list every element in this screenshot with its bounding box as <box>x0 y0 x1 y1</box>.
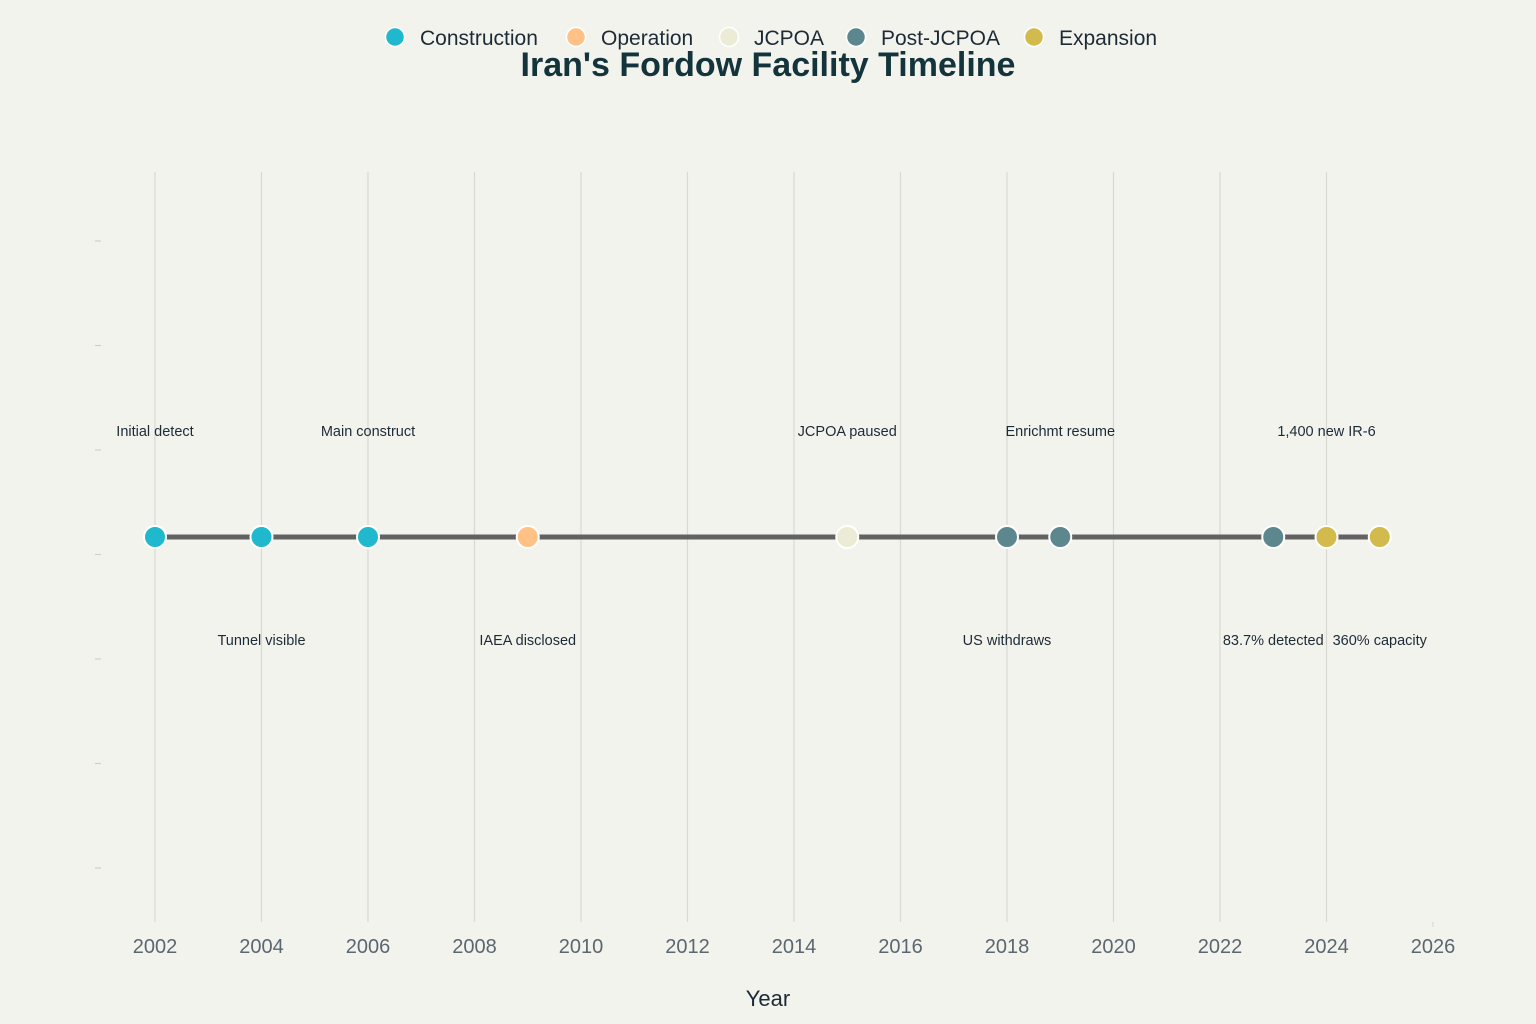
legend-item: Expansion <box>1023 26 1157 50</box>
x-tick-label: 2026 <box>1411 936 1456 958</box>
event-point <box>835 525 860 549</box>
event-label: IAEA disclosed <box>479 633 576 649</box>
x-tick-label: 2018 <box>985 936 1030 958</box>
event-point <box>1367 525 1392 549</box>
event-point <box>1314 525 1339 549</box>
event-label: Initial detect <box>116 424 193 440</box>
x-tick-label: 2020 <box>1091 936 1136 958</box>
x-tick-label: 2002 <box>133 936 178 958</box>
y-axis <box>95 240 101 869</box>
x-axis-title: Year <box>746 986 790 1011</box>
x-tick-label: 2004 <box>239 936 284 958</box>
x-tick-label: 2016 <box>878 936 923 958</box>
legend: Construction Operation JCPOA Post-JCPOA Expa… <box>384 26 1157 50</box>
legend-item: Post-JCPOA <box>845 26 1000 50</box>
x-axis: 2002 2004 2006 2008 2010 2012 2014 2016 2018 2020… <box>133 936 1456 958</box>
legend-item: Construction <box>384 26 538 50</box>
legend-label: JCPOA <box>754 27 824 50</box>
legend-marker <box>384 26 406 48</box>
event-label: US withdraws <box>963 633 1052 649</box>
event-label: 83.7% detected <box>1223 633 1324 649</box>
legend-marker <box>1023 26 1045 48</box>
x-tick-label: 2012 <box>665 936 710 958</box>
event-labels: Initial detect Tunnel visible Main constru… <box>116 424 1427 649</box>
legend-label: Construction <box>420 27 538 50</box>
event-label: Main construct <box>321 424 415 440</box>
x-tick-label: 2022 <box>1198 936 1243 958</box>
x-tick-label: 2008 <box>452 936 497 958</box>
event-point <box>1048 525 1073 549</box>
event-point <box>515 525 540 549</box>
event-point <box>249 525 274 549</box>
x-tick-label: 2006 <box>346 936 391 958</box>
grid-layer <box>154 172 1434 927</box>
event-label: JCPOA paused <box>798 424 897 440</box>
legend-marker <box>565 26 587 48</box>
event-point <box>995 525 1019 549</box>
x-tick-label: 2010 <box>559 936 604 958</box>
x-tick-label: 2024 <box>1304 936 1349 958</box>
x-tick-label: 2014 <box>772 936 817 958</box>
legend-marker <box>718 26 740 48</box>
event-label: 360% capacity <box>1333 633 1428 649</box>
legend-label: Expansion <box>1059 27 1157 50</box>
event-point <box>1261 525 1286 549</box>
event-label: Enrichmt resume <box>1005 424 1115 440</box>
event-label: 1,400 new IR-6 <box>1277 424 1375 440</box>
event-points <box>143 525 1392 549</box>
legend-item: JCPOA <box>718 26 824 50</box>
legend-marker <box>845 26 867 48</box>
event-point <box>356 525 380 549</box>
legend-label: Operation <box>601 27 693 50</box>
event-point <box>143 525 167 549</box>
chart-title: Iran's Fordow Facility Timeline <box>521 46 1016 84</box>
legend-label: Post-JCPOA <box>881 27 1000 50</box>
legend-item: Operation <box>565 26 693 50</box>
event-label: Tunnel visible <box>217 633 305 649</box>
